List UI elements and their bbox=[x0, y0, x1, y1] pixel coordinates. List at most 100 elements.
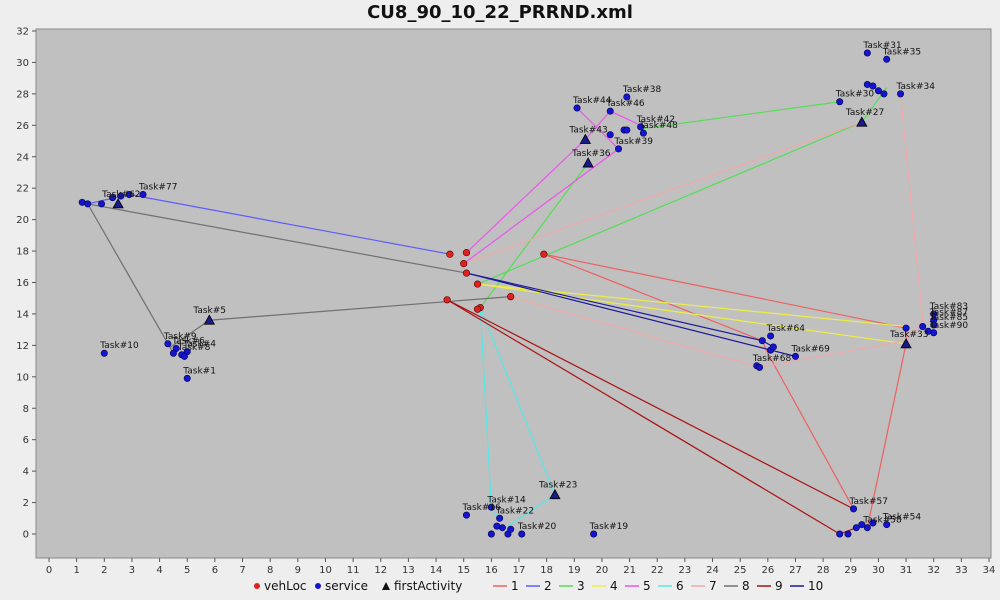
task-label: Task#27 bbox=[845, 108, 884, 118]
route-7-line bbox=[463, 121, 863, 265]
first-activity-marker bbox=[582, 157, 594, 168]
x-tick-label: 12 bbox=[374, 565, 387, 576]
task-label: Task#20 bbox=[517, 522, 557, 532]
service-point bbox=[902, 324, 910, 332]
x-tick-label: 26 bbox=[761, 565, 774, 576]
x-tick-label: 10 bbox=[319, 565, 332, 576]
vehicle-location bbox=[462, 269, 471, 277]
x-tick-label: 30 bbox=[872, 565, 885, 576]
legend-item-3: 3 bbox=[559, 579, 585, 593]
service-point bbox=[117, 192, 125, 200]
legend-item-6: 6 bbox=[658, 579, 684, 593]
task-label: Task#58 bbox=[862, 516, 902, 526]
x-tick-label: 34 bbox=[983, 565, 996, 576]
service-point bbox=[606, 107, 614, 115]
vehicle-location bbox=[446, 250, 454, 258]
legend-item-8: 8 bbox=[724, 579, 750, 593]
service-point bbox=[767, 332, 775, 340]
y-tick-label: 0 bbox=[23, 530, 29, 541]
task-label: Task#10 bbox=[99, 341, 139, 351]
route-1-line bbox=[543, 253, 855, 510]
task-label: Task#85 bbox=[929, 313, 968, 323]
y-tick-label: 16 bbox=[16, 278, 29, 289]
service-point bbox=[606, 131, 614, 139]
first-activity-marker bbox=[203, 314, 216, 325]
legend-label: 9 bbox=[775, 579, 783, 593]
legend-label: firstActivity bbox=[394, 579, 462, 593]
task-label: Task#43 bbox=[568, 125, 607, 135]
legend-label: 8 bbox=[742, 579, 750, 593]
first-activity-marker bbox=[900, 337, 912, 349]
y-tick-label: 26 bbox=[16, 121, 29, 132]
legend-item-7: 7 bbox=[691, 579, 717, 593]
service-point bbox=[756, 363, 764, 371]
service-point bbox=[487, 503, 495, 511]
x-tick-label: 32 bbox=[927, 565, 940, 576]
x-tick-label: 3 bbox=[129, 565, 135, 576]
service-point bbox=[863, 524, 871, 532]
service-point bbox=[919, 323, 927, 331]
route-1-line bbox=[543, 253, 907, 528]
x-tick-label: 23 bbox=[679, 565, 692, 576]
task-label: Task#44 bbox=[572, 96, 612, 106]
legend-item-10: 10 bbox=[790, 579, 823, 593]
x-tick-label: 14 bbox=[430, 565, 443, 576]
service-point bbox=[869, 82, 877, 90]
y-tick-label: 8 bbox=[23, 404, 29, 415]
y-tick-label: 6 bbox=[23, 435, 29, 446]
first-activity-marker bbox=[579, 133, 592, 144]
task-label: Task#48 bbox=[638, 121, 678, 131]
x-tick-label: 9 bbox=[295, 565, 301, 576]
task-label: Task#57 bbox=[849, 497, 888, 507]
service-point bbox=[883, 521, 891, 529]
task-label: Task#62 bbox=[101, 190, 140, 200]
legend-label: 10 bbox=[808, 579, 823, 593]
legend-item-service: service bbox=[315, 579, 368, 593]
service-point bbox=[507, 525, 515, 533]
legend-item-firstActivity: firstActivity bbox=[382, 579, 462, 593]
service-point bbox=[639, 129, 647, 137]
x-tick-label: 19 bbox=[568, 565, 581, 576]
service-point bbox=[623, 126, 631, 134]
legend-label: service bbox=[325, 579, 368, 593]
legend-swatch bbox=[315, 583, 321, 589]
x-tick-label: 7 bbox=[239, 565, 245, 576]
service-point bbox=[615, 145, 623, 153]
task-label: Task#6 bbox=[171, 337, 205, 347]
y-tick-label: 14 bbox=[16, 309, 29, 320]
service-point bbox=[874, 87, 882, 95]
x-tick-label: 18 bbox=[540, 565, 553, 576]
x-tick-label: 4 bbox=[156, 565, 162, 576]
x-tick-label: 24 bbox=[706, 565, 719, 576]
y-tick-label: 20 bbox=[16, 215, 29, 226]
y-tick-label: 22 bbox=[16, 184, 29, 195]
service-point bbox=[791, 352, 799, 360]
task-label: Task#1 bbox=[182, 366, 216, 376]
route-3-line bbox=[479, 162, 589, 309]
legend-item-vehLoc: vehLoc bbox=[254, 579, 307, 593]
y-tick-label: 4 bbox=[23, 467, 29, 478]
task-label: Task#54 bbox=[882, 513, 922, 523]
service-point bbox=[836, 530, 844, 538]
x-tick-label: 15 bbox=[457, 565, 470, 576]
service-point bbox=[573, 104, 581, 112]
x-tick-label: 28 bbox=[817, 565, 830, 576]
x-tick-label: 8 bbox=[267, 565, 273, 576]
service-point bbox=[496, 514, 504, 522]
task-label: Task#36 bbox=[571, 149, 611, 159]
legend: vehLoc service firstActivity 1 2 3 4 5 6 7 8 9 10 bbox=[254, 579, 823, 593]
route-3-line bbox=[643, 101, 840, 130]
task-label: Task#35 bbox=[882, 47, 921, 57]
service-point bbox=[637, 123, 645, 131]
route-4-line bbox=[477, 283, 907, 328]
service-point bbox=[769, 343, 777, 351]
x-tick-label: 21 bbox=[623, 565, 636, 576]
task-label: Task#69 bbox=[790, 344, 830, 354]
x-tick-label: 31 bbox=[900, 565, 913, 576]
vehicle-location bbox=[473, 280, 482, 288]
x-tick-label: 20 bbox=[596, 565, 609, 576]
vehicle-location bbox=[460, 260, 468, 268]
legend-label: 4 bbox=[610, 579, 618, 593]
points-layer bbox=[78, 49, 938, 538]
route-5-line bbox=[466, 110, 641, 254]
